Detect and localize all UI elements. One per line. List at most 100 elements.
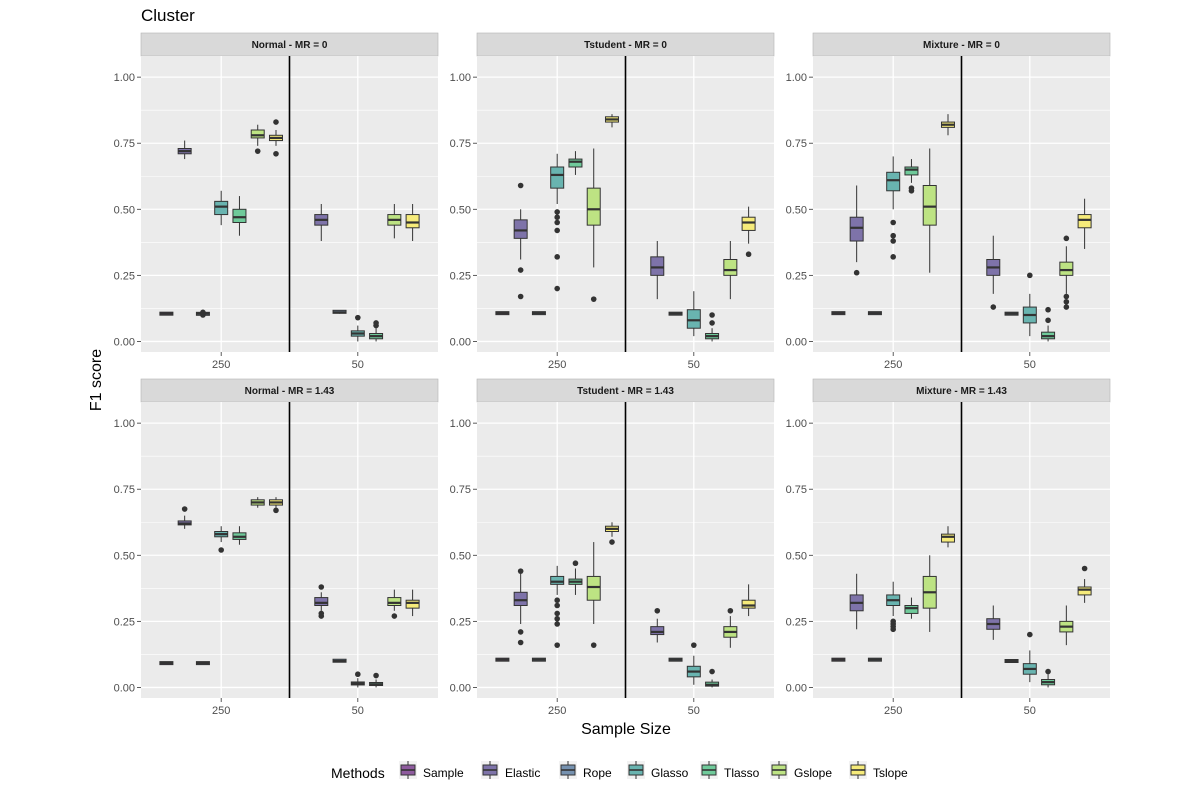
y-tick-label: 0.75 — [114, 138, 135, 150]
box-tslope — [405, 204, 420, 241]
y-tick-label: 1.00 — [450, 72, 471, 84]
box-sample — [159, 661, 174, 666]
outlier-point — [517, 629, 524, 635]
y-tick-label: 0.25 — [786, 270, 807, 282]
outlier-point — [709, 312, 715, 318]
box-rope — [867, 311, 882, 316]
box-sample — [831, 311, 846, 316]
box-gslope — [586, 148, 601, 302]
box-iqr — [314, 597, 329, 606]
box-iqr — [741, 216, 756, 231]
y-tick-label: 0.75 — [450, 138, 471, 150]
box-tslope — [268, 497, 283, 514]
outlier-point — [890, 232, 896, 239]
outlier-point — [391, 613, 398, 619]
y-tick-label: 0.50 — [450, 204, 471, 216]
outlier-point — [1045, 317, 1051, 324]
legend-item-rope: Rope — [559, 761, 612, 780]
outlier-point — [554, 214, 560, 221]
outlier-point — [1081, 565, 1088, 572]
panel: Tstudent - MR = 0 0.00 0.25 0.50 0.75 1.00 250… — [450, 32, 775, 371]
outlier-point — [200, 309, 206, 316]
box-glasso — [550, 153, 565, 292]
box-tlasso — [568, 151, 583, 175]
outlier-point — [554, 610, 560, 617]
box-glasso — [214, 526, 229, 553]
y-axis-title: F1 score — [88, 349, 105, 411]
box-elastic — [849, 573, 864, 630]
y-tick-label: 0.75 — [786, 484, 807, 496]
panel: Normal - MR = 1.43 0.00 0.25 0.50 0.75 1.00 25… — [114, 378, 439, 717]
box-glasso — [550, 565, 565, 648]
box-elastic — [513, 182, 528, 300]
outlier-point — [590, 296, 597, 302]
x-tick-label: 50 — [352, 705, 364, 717]
y-tick-label: 0.75 — [450, 484, 471, 496]
outlier-point — [517, 568, 524, 574]
panel-strip-label: Tstudent - MR = 1.43 — [577, 386, 674, 397]
outlier-point — [890, 618, 896, 625]
box-glasso — [686, 291, 701, 337]
box-gslope — [723, 241, 738, 300]
box-glasso — [1022, 631, 1037, 683]
y-tick-label: 0.50 — [114, 550, 135, 562]
box-iqr — [904, 605, 919, 614]
y-tick-label: 1.00 — [450, 418, 471, 430]
box-iqr — [250, 129, 265, 139]
box-gslope — [1059, 605, 1074, 646]
outlier-point — [709, 320, 715, 326]
box-iqr — [1077, 586, 1092, 596]
box-gslope — [250, 124, 265, 154]
outlier-point — [609, 539, 615, 545]
y-tick-label: 0.25 — [450, 270, 471, 282]
box-tlasso — [568, 560, 583, 595]
box-tslope — [405, 589, 420, 617]
box-tslope — [604, 522, 619, 545]
x-tick-label: 250 — [548, 705, 566, 717]
x-tick-label: 250 — [548, 359, 566, 371]
box-tlasso — [705, 312, 720, 342]
outlier-point — [517, 182, 524, 189]
y-tick-label: 0.50 — [450, 550, 471, 562]
y-tick-label: 0.00 — [114, 682, 135, 694]
box-iqr — [586, 187, 601, 226]
box-tlasso — [904, 597, 919, 619]
box-elastic — [650, 241, 665, 300]
box-iqr — [387, 597, 402, 606]
legend-label: Elastic — [505, 766, 540, 780]
box-iqr — [849, 216, 864, 242]
box-iqr — [568, 158, 583, 168]
box-sample — [495, 657, 510, 662]
box-iqr — [586, 575, 601, 601]
box-iqr — [405, 214, 420, 229]
y-tick-label: 1.00 — [114, 72, 135, 84]
box-rope — [531, 657, 546, 662]
box-tlasso — [1041, 668, 1056, 688]
y-tick-label: 1.00 — [786, 418, 807, 430]
box-tlasso — [369, 672, 384, 688]
y-tick-label: 0.00 — [450, 682, 471, 694]
y-tick-label: 0.00 — [786, 336, 807, 348]
outlier-point — [373, 320, 379, 326]
outlier-point — [1063, 235, 1070, 242]
box-sample — [831, 657, 846, 662]
box-iqr — [723, 259, 738, 276]
box-elastic — [849, 185, 864, 276]
box-rope — [668, 657, 683, 662]
chart-title: Cluster — [141, 6, 195, 25]
box-rope — [332, 658, 347, 663]
box-rope — [668, 311, 683, 316]
outlier-point — [908, 185, 915, 191]
x-tick-label: 250 — [884, 359, 902, 371]
outlier-point — [273, 150, 279, 157]
box-iqr — [741, 599, 756, 609]
x-tick-label: 50 — [688, 359, 700, 371]
outlier-point — [890, 238, 896, 244]
box-elastic — [986, 235, 1001, 310]
outlier-point — [554, 615, 560, 622]
outlier-point — [517, 293, 524, 300]
box-iqr — [1077, 214, 1092, 229]
legend-title: Methods — [331, 765, 385, 781]
panel-strip-label: Tstudent - MR = 0 — [584, 40, 667, 51]
outlier-point — [273, 119, 279, 125]
